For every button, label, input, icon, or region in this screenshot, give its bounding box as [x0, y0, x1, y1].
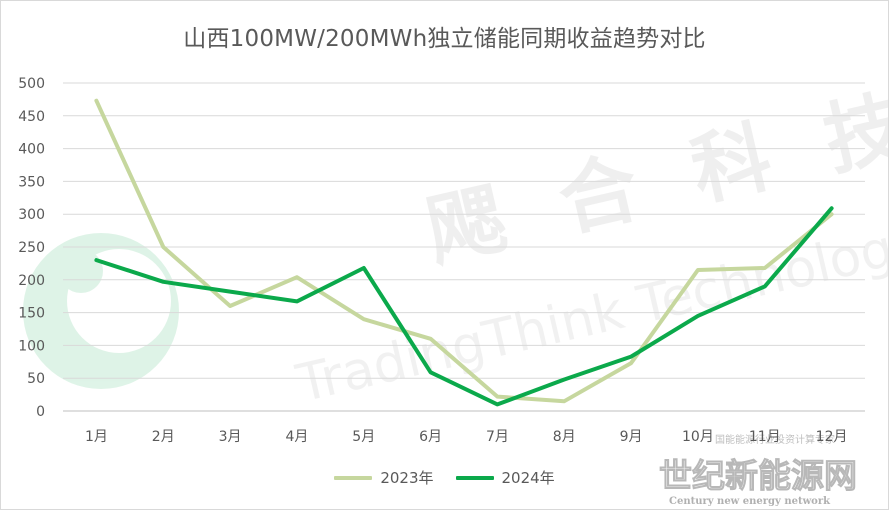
watermark-site-cn: 世纪新能源网: [659, 456, 857, 495]
y-tick-label: 0: [36, 404, 45, 420]
x-tick-label: 2月: [152, 429, 175, 445]
y-tick-label: 150: [18, 306, 45, 322]
axis-ticks: 0 50 100 150 200 250 300 350 400 450 500 1月 2月 3月 4月 5月…: [18, 76, 847, 445]
y-tick-label: 450: [18, 109, 45, 125]
y-tick-label: 50: [27, 371, 45, 387]
y-tick-label: 500: [18, 76, 45, 92]
x-tick-label: 4月: [285, 429, 308, 445]
watermark-caption: 国能能源行业投资计算专家: [715, 433, 835, 446]
legend-swatch-2024: [455, 475, 494, 480]
x-tick-label: 11月: [749, 429, 781, 445]
x-tick-label: 6月: [419, 429, 442, 445]
watermark-logo-dot: [59, 249, 103, 293]
x-tick-label: 8月: [553, 429, 576, 445]
x-tick-label: 10月: [682, 429, 714, 445]
legend: 2023年 2024年: [1, 467, 888, 488]
y-tick-label: 300: [18, 207, 45, 223]
watermark-site-en: Century new energy network: [669, 496, 831, 507]
y-tick-label: 250: [18, 240, 45, 256]
x-tick-label: 3月: [219, 429, 242, 445]
legend-label-2023: 2023年: [380, 469, 434, 487]
series-line-2024: [94, 206, 834, 407]
y-tick-label: 100: [18, 338, 45, 354]
series-line-2023: [94, 98, 834, 404]
legend-item-2023: 2023年: [334, 467, 434, 488]
grid: [63, 82, 865, 412]
x-tick-label: 1月: [85, 429, 108, 445]
y-tick-label: 400: [18, 142, 45, 158]
series: [94, 98, 834, 407]
legend-item-2024: 2024年: [455, 467, 555, 488]
x-tick-label: 7月: [486, 429, 509, 445]
x-tick-label: 9月: [620, 429, 643, 445]
y-tick-label: 350: [18, 174, 45, 190]
legend-label-2024: 2024年: [501, 469, 555, 487]
x-tick-label: 5月: [352, 429, 375, 445]
watermark-logo: [23, 233, 179, 389]
legend-swatch-2023: [334, 475, 373, 480]
chart-title: 山西100MW/200MWh独立储能同期收益趋势对比: [183, 26, 706, 52]
watermark-logo-ring: [23, 233, 179, 389]
x-tick-label: 12月: [816, 429, 848, 445]
y-tick-label: 200: [18, 273, 45, 289]
